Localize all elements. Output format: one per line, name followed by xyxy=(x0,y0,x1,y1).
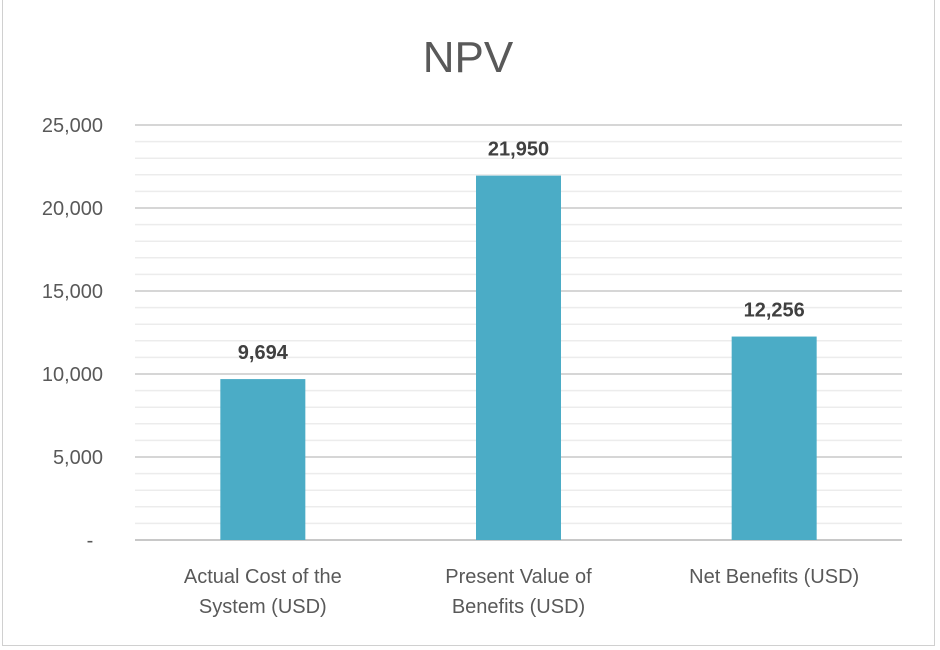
chart-title: NPV xyxy=(423,33,514,82)
data-label: 21,950 xyxy=(488,139,549,161)
bar xyxy=(476,175,561,540)
bar xyxy=(220,379,306,540)
bar xyxy=(731,336,817,540)
x-category-label: Present Value of xyxy=(445,566,592,588)
x-category-label: Net Benefits (USD) xyxy=(689,566,859,588)
data-label: 9,694 xyxy=(238,342,289,364)
y-tick-label: 15,000 xyxy=(42,281,103,303)
x-category-label: Actual Cost of the xyxy=(184,566,342,588)
x-category-label: Benefits (USD) xyxy=(452,596,585,618)
y-tick-label: 25,000 xyxy=(42,115,103,137)
y-tick-label: - xyxy=(87,530,94,552)
data-label: 12,256 xyxy=(744,300,805,322)
y-tick-label: 10,000 xyxy=(42,364,103,386)
y-tick-label: 5,000 xyxy=(53,447,103,469)
x-category-label: System (USD) xyxy=(199,596,327,618)
y-tick-label: 20,000 xyxy=(42,198,103,220)
